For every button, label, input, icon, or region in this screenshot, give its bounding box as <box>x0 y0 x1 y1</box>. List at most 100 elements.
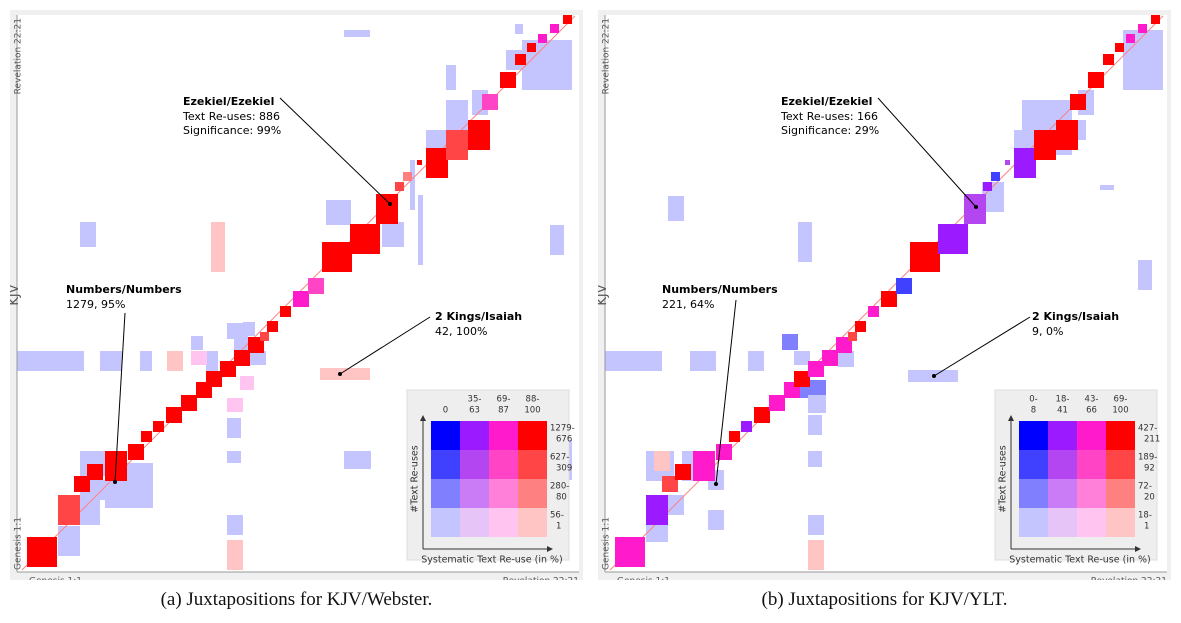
legend-row-label: 280- <box>550 482 569 492</box>
reuse-cell-offdiag <box>446 65 456 90</box>
reuse-cell-diagonal <box>741 421 752 432</box>
reuse-cell-offdiag <box>206 351 218 371</box>
legend-row-label: 92 <box>1144 464 1155 474</box>
reuse-cell-diagonal <box>1088 72 1104 88</box>
legend-row-label: 189- <box>1138 453 1157 463</box>
reuse-cell-offdiag <box>708 510 724 530</box>
reuse-cell-offdiag <box>227 398 243 412</box>
reuse-cell-diagonal <box>293 291 309 307</box>
reuse-cell-diagonal <box>74 476 90 492</box>
reuse-cell-offdiag <box>418 195 423 265</box>
reuse-cell-offdiag <box>808 515 824 535</box>
legend-column-label: 8 <box>1031 406 1036 416</box>
reuse-cell-diagonal <box>350 224 380 254</box>
y-tick-end: Revelation 22:21 <box>602 18 612 94</box>
legend-swatch <box>431 421 460 450</box>
annotation-dot <box>338 372 342 376</box>
legend-row-label: 676 <box>556 435 572 445</box>
reuse-cell-diagonal <box>141 431 152 442</box>
reuse-cell-diagonal <box>855 321 866 332</box>
legend-column-label: 63 <box>469 406 480 416</box>
reuse-cell-offdiag <box>100 351 122 371</box>
legend-swatch <box>489 508 518 537</box>
annotation-dot <box>113 480 117 484</box>
reuse-cell-offdiag <box>243 322 255 336</box>
reuse-cell-diagonal <box>1103 54 1114 65</box>
annotation-leader-line <box>279 97 391 205</box>
reuse-cell-diagonal <box>1138 24 1147 33</box>
reuse-cell-offdiag <box>17 351 84 371</box>
reuse-cell-offdiag <box>1100 185 1114 190</box>
reuse-cell-offdiag <box>808 415 822 435</box>
reuse-cell-diagonal <box>234 350 250 366</box>
legend-swatch <box>1077 421 1106 450</box>
annotation-title: 2 Kings/Isaiah <box>1032 310 1119 323</box>
reuse-cell-diagonal <box>538 34 547 43</box>
legend-swatch <box>518 421 547 450</box>
annotation-text: 42, 100% <box>435 325 487 338</box>
reuse-cell-offdiag <box>668 196 684 221</box>
legend-swatch <box>1048 479 1077 508</box>
legend-column-label: 0- <box>1029 395 1037 405</box>
annotation-leader-line <box>339 316 431 375</box>
y-tick-start: Genesis 1:1 <box>602 517 612 570</box>
reuse-cell-diagonal <box>220 361 236 377</box>
reuse-cell-offdiag <box>167 351 183 371</box>
legend-column-label: 35- <box>468 395 482 405</box>
reuse-cell-diagonal <box>868 306 879 317</box>
reuse-cell-offdiag <box>227 451 241 463</box>
y-axis-label: KJV <box>10 284 22 305</box>
legend-swatch <box>431 479 460 508</box>
reuse-cell-diagonal <box>206 371 222 387</box>
reuse-cell-offdiag <box>234 336 248 350</box>
reuse-cell-diagonal <box>662 476 678 492</box>
legend-x-arrowhead <box>547 546 553 552</box>
reuse-cell-diagonal <box>260 332 269 341</box>
reuse-cell-diagonal <box>896 278 912 294</box>
annotation-title: Ezekiel/Ezekiel <box>781 95 872 108</box>
annotation-dot <box>932 374 936 378</box>
reuse-cell-offdiag <box>382 222 404 247</box>
legend-swatch <box>431 450 460 479</box>
legend-x-arrowhead <box>1135 546 1141 552</box>
reuse-cell-diagonal <box>426 148 448 178</box>
x-tick-start: Genesis 1:1 <box>29 577 82 580</box>
annotation-title: Ezekiel/Ezekiel <box>183 95 274 108</box>
legend-x-title: Systematic Text Re-use (in %) <box>421 554 563 565</box>
annotation-leader-line <box>715 299 737 485</box>
reuse-cell-diagonal <box>991 172 1000 181</box>
reuse-cell-diagonal <box>646 495 668 525</box>
reuse-cell-offdiag <box>227 540 243 570</box>
reuse-cell-diagonal <box>1070 94 1086 110</box>
legend-swatch <box>1106 450 1135 479</box>
reuse-cell-offdiag <box>240 376 254 390</box>
reuse-cell-offdiag <box>211 222 225 272</box>
legend-swatch <box>518 450 547 479</box>
reuse-cell-diagonal <box>910 242 940 272</box>
legend-swatch <box>1048 421 1077 450</box>
reuse-cell-offdiag <box>808 540 824 570</box>
annotation-text: Significance: 99% <box>183 124 281 137</box>
reuse-cell-diagonal <box>27 537 57 567</box>
legend-swatch <box>460 450 489 479</box>
legend-swatch <box>1019 450 1048 479</box>
reuse-cell-diagonal <box>754 407 770 423</box>
reuse-cell-offdiag <box>748 351 764 371</box>
reuse-cell-diagonal <box>308 278 324 294</box>
reuse-cell-diagonal <box>87 464 103 480</box>
legend-row-label: 1 <box>556 522 561 532</box>
reuse-cell-diagonal <box>693 451 715 481</box>
reuse-cell-diagonal <box>376 194 398 224</box>
legend-swatch <box>1077 508 1106 537</box>
x-tick-start: Genesis 1:1 <box>617 577 670 580</box>
legend-swatch <box>431 508 460 537</box>
legend-swatch <box>1019 479 1048 508</box>
reuse-cell-offdiag <box>550 225 564 255</box>
reuse-cell-offdiag <box>654 451 670 471</box>
legend-swatch <box>518 479 547 508</box>
reuse-cell-diagonal <box>1056 120 1078 150</box>
reuse-cell-diagonal <box>166 407 182 423</box>
annotation-leader-line <box>114 312 126 483</box>
legend-y-arrowhead <box>1008 415 1014 421</box>
legend-swatch <box>1077 450 1106 479</box>
